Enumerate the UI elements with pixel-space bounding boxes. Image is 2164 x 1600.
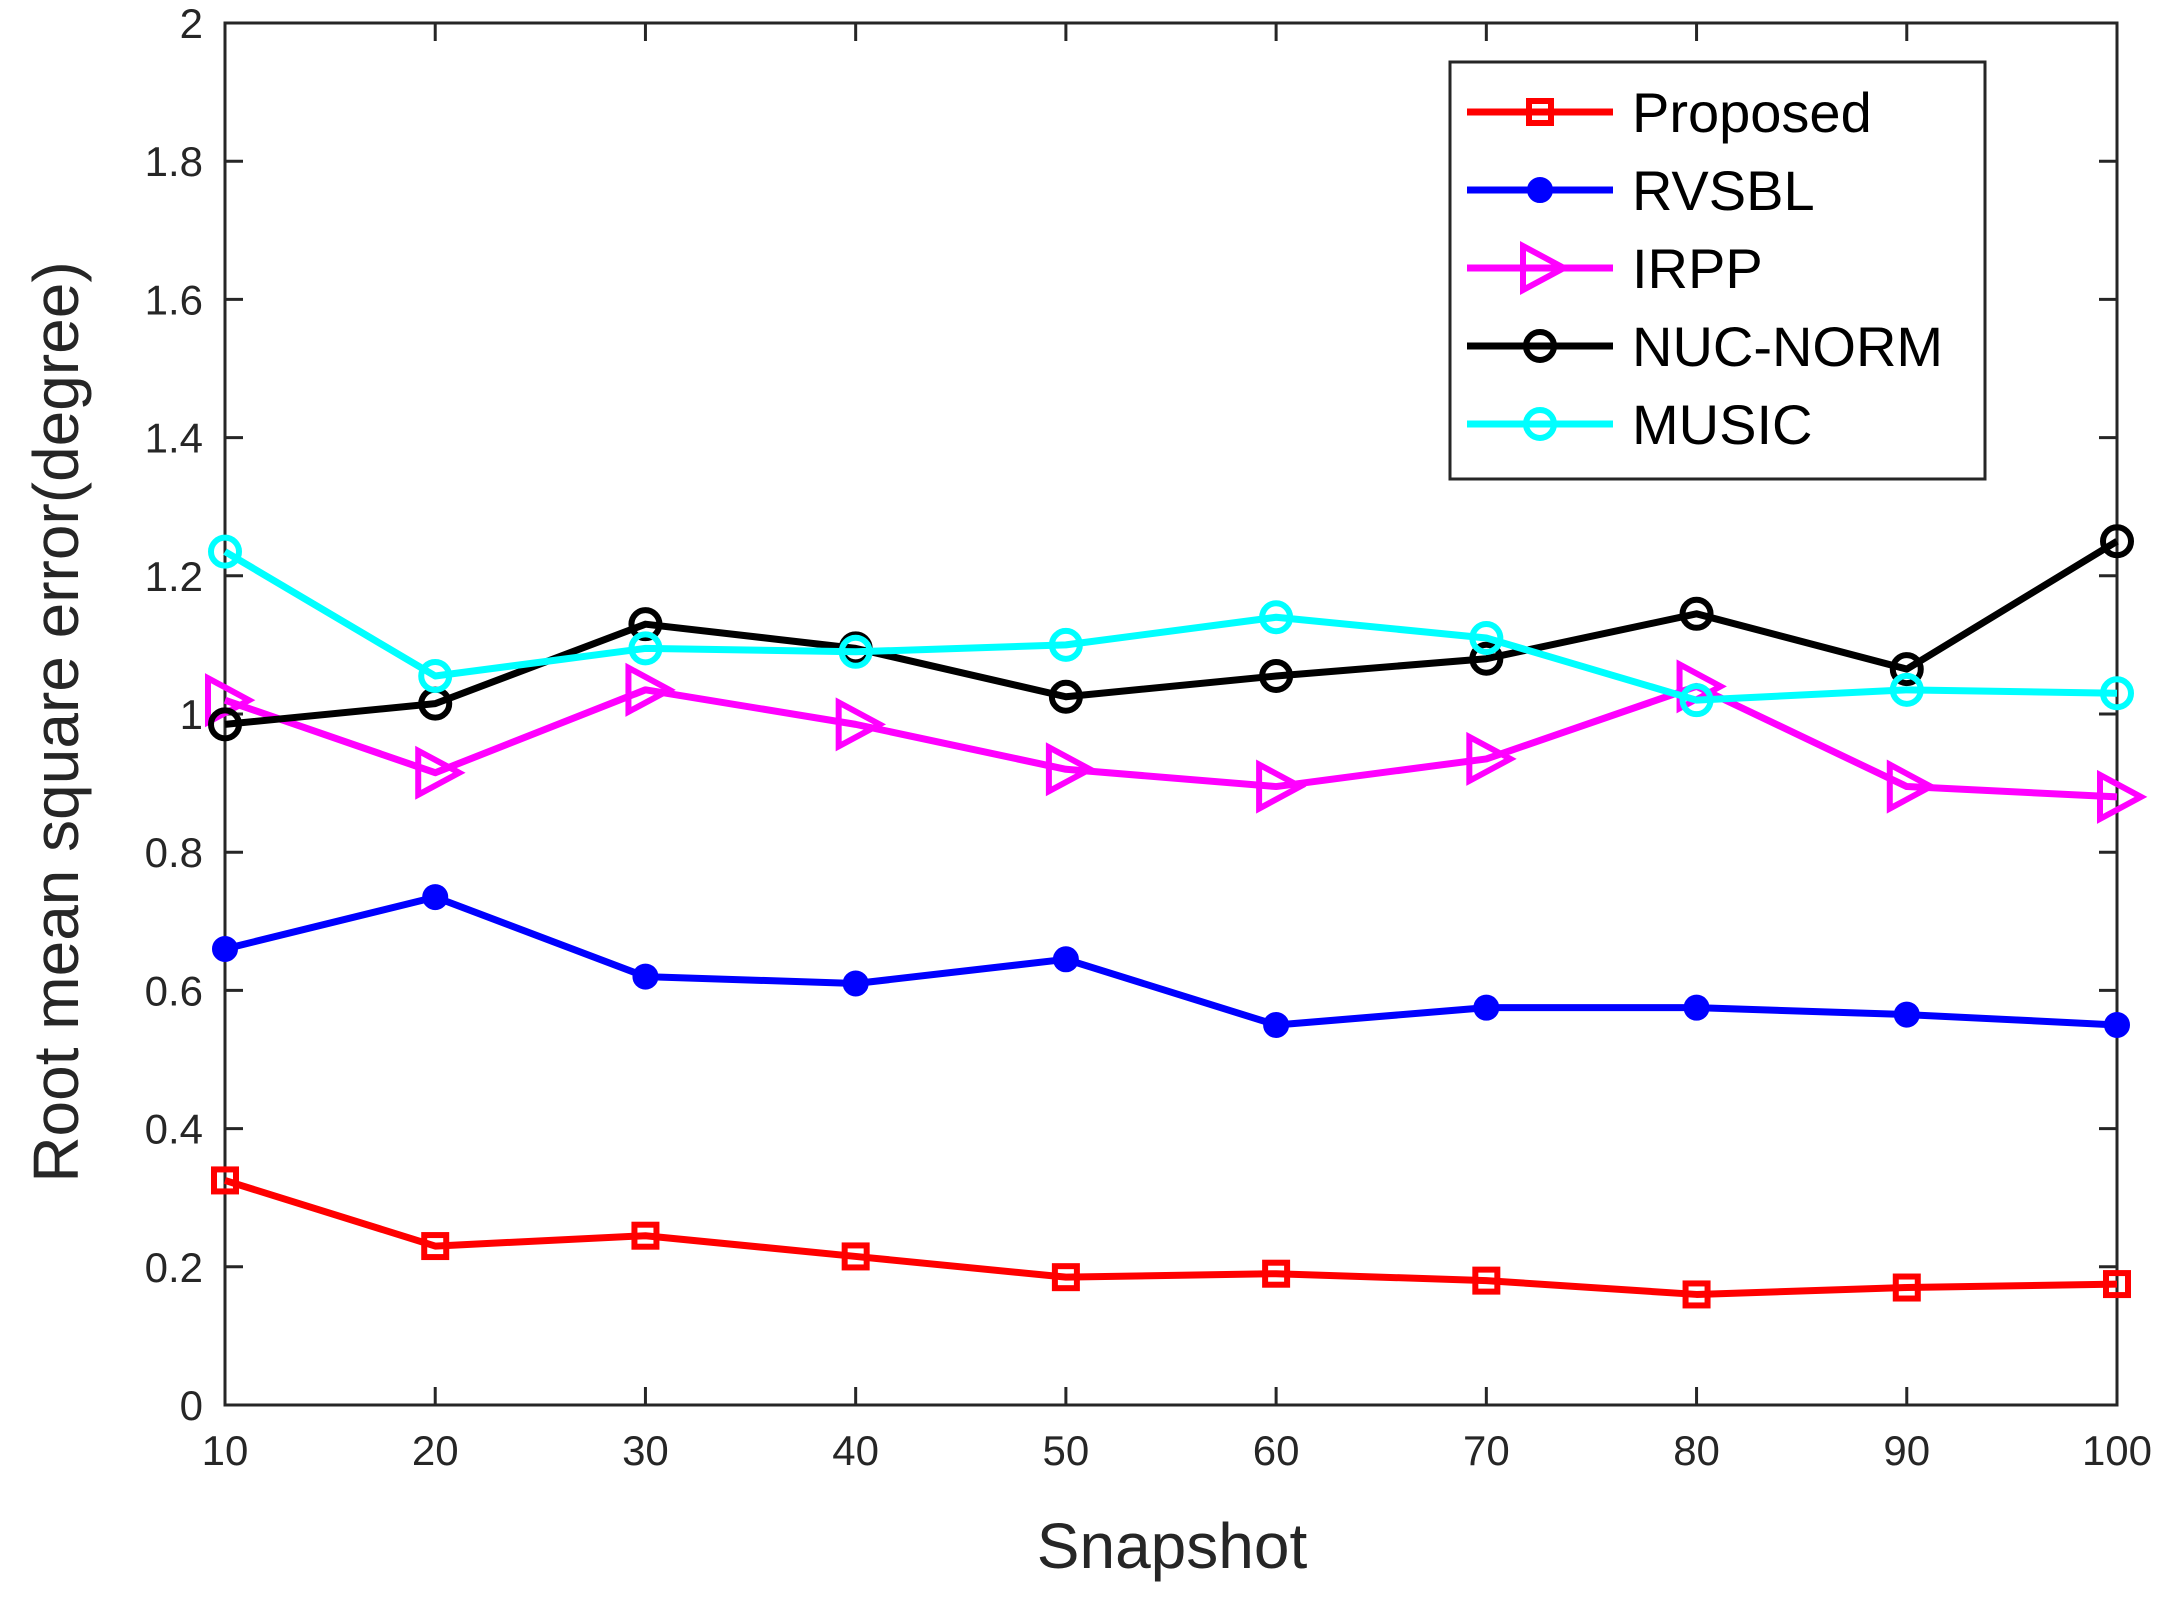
- data-point-music: [1469, 620, 1504, 655]
- data-point-music: [628, 631, 663, 666]
- data-point-irpp: [1886, 759, 1938, 814]
- data-point-music: [838, 634, 873, 669]
- data-point-nuc-norm: [1048, 679, 1083, 714]
- data-point-irpp: [835, 697, 887, 752]
- data-point-music: [208, 534, 242, 569]
- data-point-nuc-norm: [1889, 652, 1924, 687]
- data-point-rvsbl: [212, 935, 238, 962]
- y-tick-label: 1.4: [145, 415, 203, 462]
- y-tick-label: 1.8: [145, 138, 203, 185]
- data-point-rvsbl: [1473, 994, 1500, 1021]
- legend-label-nuc-norm: NUC-NORM: [1632, 315, 1943, 378]
- legend-marker-proposed: [1526, 98, 1554, 126]
- x-tick-label: 60: [1253, 1427, 1300, 1474]
- y-tick-label: 0: [180, 1382, 203, 1429]
- series-line-proposed: [223, 1177, 2118, 1298]
- data-point-nuc-norm: [628, 607, 663, 642]
- y-tick-label: 2: [180, 0, 203, 47]
- y-tick-label: 0.2: [145, 1244, 203, 1291]
- legend-label-rvsbl: RVSBL: [1632, 159, 1815, 222]
- data-point-music: [418, 658, 453, 693]
- y-tick-label: 0.6: [145, 967, 203, 1014]
- legend-label-proposed: Proposed: [1632, 81, 1872, 144]
- data-point-rvsbl: [1052, 946, 1079, 973]
- y-axis-title: Root mean square error(degree): [20, 261, 92, 1182]
- data-point-proposed: [2103, 1270, 2131, 1299]
- y-tick-label: 1.6: [145, 276, 203, 323]
- series-rvsbl: [212, 884, 2130, 1038]
- data-point-nuc-norm: [1469, 641, 1504, 676]
- data-point-music: [2100, 676, 2134, 711]
- legend-label-music: MUSIC: [1632, 393, 1812, 456]
- y-tick-label: 1.2: [145, 553, 203, 600]
- x-tick-label: 70: [1463, 1427, 1510, 1474]
- legend-marker-nuc-norm: [1523, 329, 1557, 363]
- data-point-rvsbl: [422, 884, 449, 911]
- legend-item-music: MUSIC: [1467, 393, 1812, 456]
- data-point-irpp: [1256, 759, 1307, 814]
- data-point-proposed: [841, 1242, 870, 1271]
- data-point-proposed: [1682, 1280, 1711, 1309]
- data-point-rvsbl: [632, 963, 659, 990]
- x-tick-label: 20: [412, 1427, 459, 1474]
- legend-item-nuc-norm: NUC-NORM: [1467, 315, 1943, 378]
- series-line-rvsbl: [224, 893, 2118, 1029]
- data-point-proposed: [631, 1221, 660, 1250]
- legend-item-proposed: Proposed: [1467, 81, 1872, 144]
- series-irpp: [205, 659, 2148, 824]
- y-tick-label: 1: [180, 691, 203, 738]
- legend-item-rvsbl: RVSBL: [1467, 159, 1815, 222]
- data-point-rvsbl: [2104, 1011, 2130, 1038]
- x-tick-label: 90: [1883, 1427, 1930, 1474]
- x-tick-label: 10: [202, 1427, 249, 1474]
- data-point-proposed: [1472, 1266, 1501, 1295]
- data-point-rvsbl: [842, 970, 869, 997]
- data-point-music: [1259, 600, 1294, 635]
- data-point-irpp: [1045, 742, 1097, 797]
- series-proposed: [211, 1166, 2131, 1309]
- data-point-proposed: [1262, 1259, 1291, 1288]
- data-point-rvsbl: [1263, 1011, 1290, 1038]
- data-point-rvsbl: [1893, 1001, 1920, 1028]
- data-point-proposed: [1051, 1263, 1080, 1292]
- series-line-irpp: [223, 682, 2118, 801]
- axis-ticks: 10 20 30 40 50 60 70 80 90 100 0 0.2 0.4 0.6 0.8 1 1.2 1.…: [145, 0, 2152, 1474]
- data-point-irpp: [415, 745, 466, 800]
- y-tick-label: 0.4: [145, 1106, 203, 1153]
- data-point-proposed: [1892, 1273, 1921, 1302]
- data-point-nuc-norm: [1679, 596, 1714, 631]
- data-point-nuc-norm: [1259, 658, 1294, 693]
- legend: Proposed RVSBL IRPP NUC-NORM MUSIC: [1448, 60, 1987, 481]
- data-point-music: [1889, 672, 1924, 707]
- x-axis-title: Snapshot: [1037, 1510, 1308, 1582]
- data-point-proposed: [211, 1166, 239, 1195]
- y-tick-label: 0.8: [145, 829, 203, 876]
- legend-marker-rvsbl: [1527, 177, 1553, 203]
- x-tick-label: 100: [2082, 1427, 2152, 1474]
- data-point-rvsbl: [1683, 994, 1710, 1021]
- legend-label-irpp: IRPP: [1632, 237, 1763, 300]
- data-point-nuc-norm: [208, 707, 242, 742]
- data-point-music: [1679, 683, 1714, 718]
- series-line-music: [223, 548, 2118, 704]
- x-tick-label: 40: [832, 1427, 879, 1474]
- x-tick-label: 50: [1043, 1427, 1090, 1474]
- data-point-music: [1048, 627, 1083, 662]
- data-point-irpp: [625, 662, 676, 717]
- series-music: [208, 534, 2134, 718]
- x-tick-label: 80: [1673, 1427, 1720, 1474]
- legend-marker-irpp: [1520, 240, 1571, 296]
- data-point-nuc-norm: [2100, 524, 2134, 559]
- legend-marker-music: [1523, 407, 1557, 441]
- series-layer: [205, 524, 2148, 1309]
- data-point-irpp: [1466, 731, 1517, 786]
- data-point-irpp: [2097, 769, 2148, 824]
- data-point-proposed: [421, 1232, 450, 1261]
- legend-item-irpp: IRPP: [1467, 237, 1763, 300]
- x-tick-label: 30: [622, 1427, 669, 1474]
